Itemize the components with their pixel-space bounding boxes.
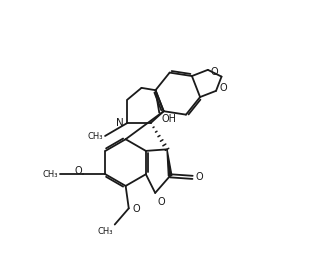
Text: O: O [157,197,165,207]
Text: N: N [116,118,124,128]
Text: OH: OH [161,114,176,124]
Text: CH₃: CH₃ [98,227,113,236]
Polygon shape [167,149,172,176]
Text: O: O [211,67,219,77]
Text: O: O [195,172,203,182]
Text: O: O [219,83,227,93]
Text: O: O [132,204,140,214]
Text: CH₃: CH₃ [87,132,103,141]
Text: CH₃: CH₃ [43,170,58,179]
Text: O: O [75,166,82,176]
